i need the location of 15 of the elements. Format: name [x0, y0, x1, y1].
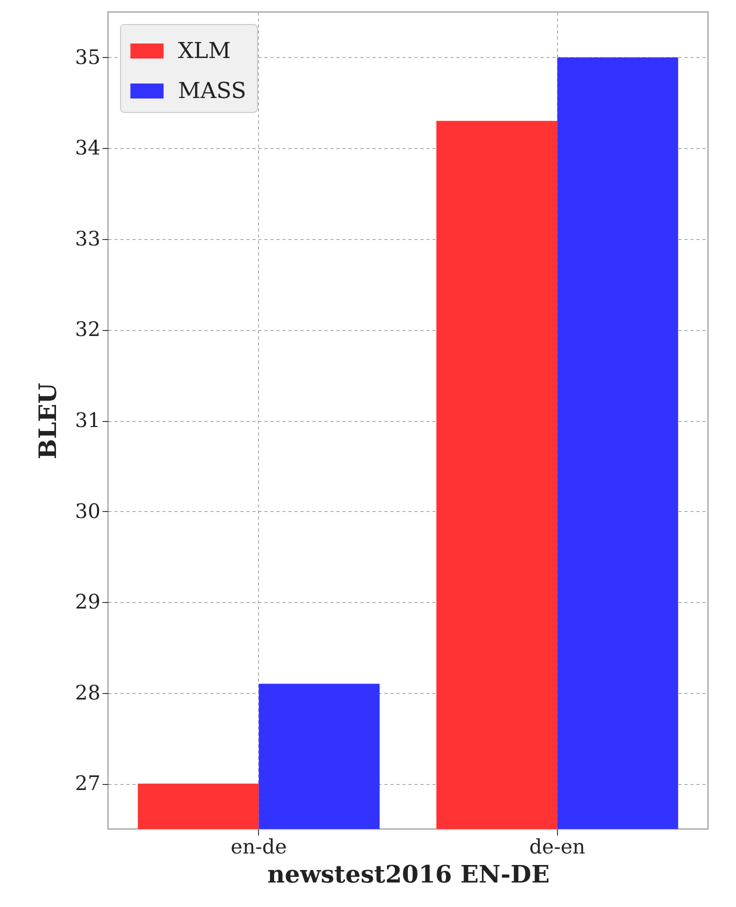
x-tick-label: de-en — [529, 834, 586, 858]
y-tick-label: 27 — [75, 771, 100, 796]
y-tick-label: 32 — [75, 317, 100, 342]
y-tick-label: 35 — [75, 44, 100, 69]
y-tick-label: 28 — [75, 680, 100, 704]
legend-label: MASS — [178, 79, 246, 104]
legend-label: XLM — [178, 39, 231, 64]
x-axis-title: newstest2016 EN-DE — [267, 860, 550, 888]
y-axis-title: BLEU — [33, 382, 62, 460]
y-tick-label: 31 — [75, 408, 100, 432]
y-tick-label: 29 — [75, 590, 100, 614]
x-tick-label: en-de — [230, 834, 287, 858]
y-tick-label: 30 — [75, 498, 100, 523]
y-tick-label: 33 — [75, 226, 100, 250]
y-tick-label: 34 — [75, 136, 100, 160]
